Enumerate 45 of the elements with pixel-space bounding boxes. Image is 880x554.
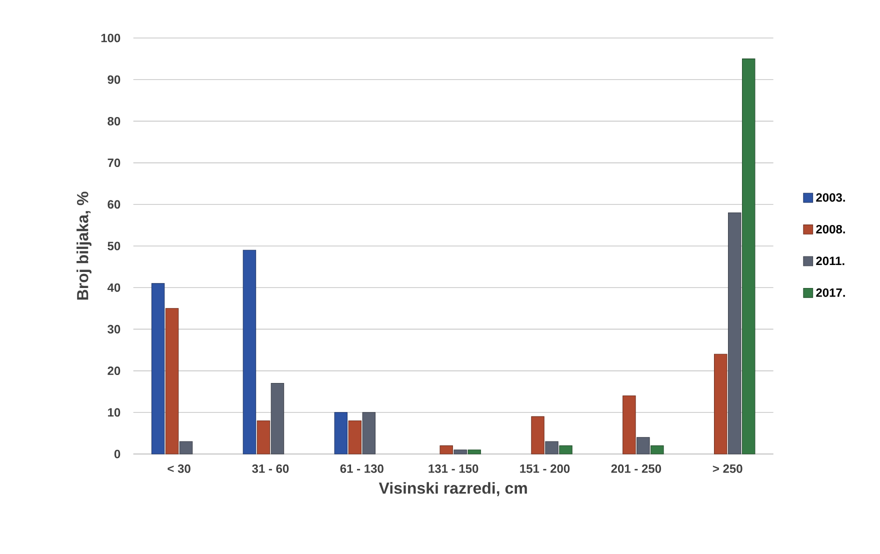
x-tick-label: 201 - 250 bbox=[611, 464, 662, 473]
x-tick-label: > 250 bbox=[712, 464, 742, 473]
y-tick-label: 80 bbox=[108, 116, 120, 126]
legend-label: 2011. bbox=[816, 256, 844, 266]
legend-label: 2003. bbox=[816, 193, 845, 202]
bar bbox=[362, 412, 376, 454]
x-axis-title: Visinski razredi, cm bbox=[378, 482, 527, 496]
bar bbox=[636, 437, 650, 454]
bar bbox=[545, 441, 558, 454]
bar bbox=[179, 441, 193, 454]
bar bbox=[256, 420, 270, 454]
bar bbox=[714, 354, 728, 454]
x-tick-label: 131 - 150 bbox=[428, 464, 478, 473]
y-tick-label: 60 bbox=[108, 200, 120, 209]
y-axis-title: Broj biljaka, % bbox=[76, 192, 92, 300]
x-tick-label: 31 - 60 bbox=[252, 464, 289, 473]
y-tick-label: 50 bbox=[108, 242, 120, 250]
bar bbox=[270, 383, 284, 454]
y-tick-label: 10 bbox=[108, 408, 120, 417]
x-tick-label: 151 - 200 bbox=[520, 464, 570, 473]
bar bbox=[242, 250, 256, 454]
y-tick-label: 30 bbox=[108, 324, 120, 334]
bar bbox=[622, 395, 636, 454]
y-tick-label: 70 bbox=[108, 158, 120, 168]
x-tick-label: < 30 bbox=[168, 464, 190, 473]
bar bbox=[531, 416, 544, 454]
bar bbox=[728, 212, 742, 454]
bar bbox=[559, 445, 572, 454]
bar bbox=[742, 58, 756, 454]
bar bbox=[348, 420, 362, 454]
bar bbox=[454, 450, 467, 454]
bar bbox=[440, 445, 453, 454]
y-tick-label: 20 bbox=[108, 366, 120, 376]
y-tick-label: 40 bbox=[107, 283, 120, 292]
bar bbox=[650, 445, 664, 454]
bar bbox=[334, 412, 348, 454]
y-tick-label: 90 bbox=[108, 75, 120, 84]
bar bbox=[165, 308, 179, 454]
x-tick-label: 61 - 130 bbox=[340, 464, 384, 473]
bar bbox=[468, 450, 481, 454]
legend-label: 2017. bbox=[816, 288, 845, 297]
y-tick-label: 100 bbox=[101, 34, 120, 42]
y-tick-label: 0 bbox=[114, 450, 120, 458]
bar bbox=[151, 283, 165, 454]
legend-label: 2008. bbox=[816, 224, 845, 234]
